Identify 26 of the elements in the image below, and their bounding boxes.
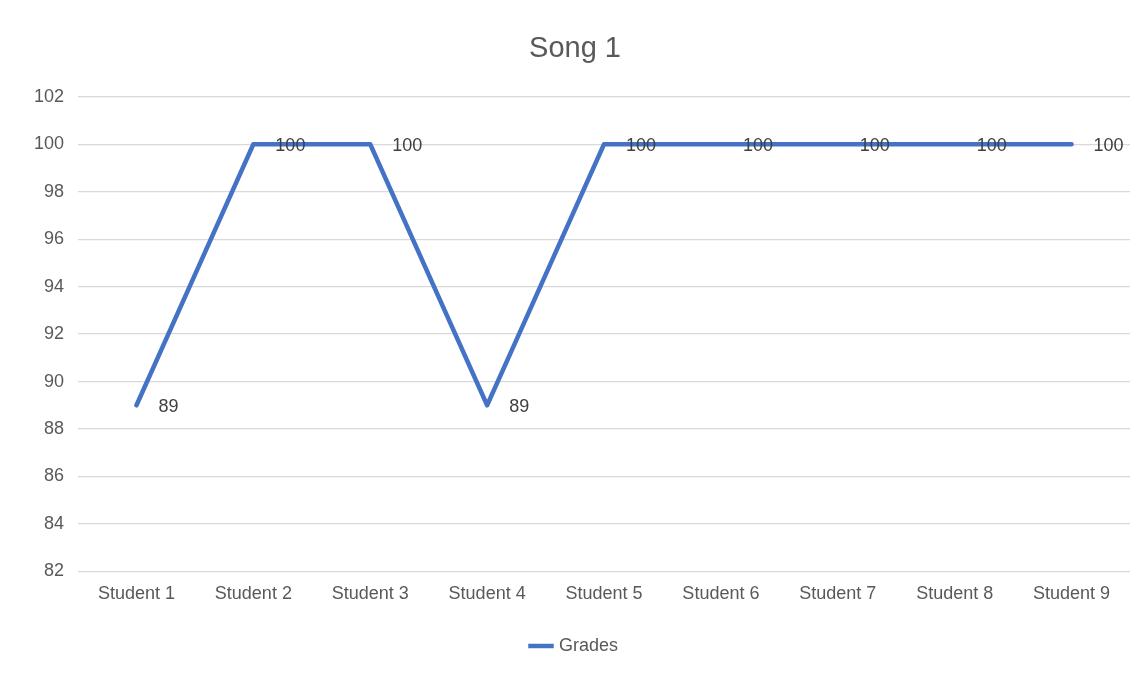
x-tick-label: Student 2 (214, 583, 292, 604)
x-tick-label: Student 3 (331, 583, 409, 604)
x-tick-label: Student 4 (448, 583, 526, 604)
y-tick-label: 90 (44, 370, 65, 391)
chart-title: Song 1 (529, 31, 621, 64)
x-tick-label: Student 9 (1033, 583, 1111, 604)
x-tick-label: Student 8 (916, 583, 994, 604)
y-tick-label: 82 (44, 560, 65, 581)
x-tick-label: Student 6 (682, 583, 760, 604)
x-tick-label: Student 1 (97, 583, 176, 604)
x-tick-label: Student 7 (799, 583, 877, 604)
y-tick-label: 94 (44, 275, 65, 296)
legend-label: Grades (558, 634, 619, 655)
y-tick-label: 88 (44, 417, 65, 438)
y-tick-label: 100 (33, 133, 65, 154)
data-label: 100 (392, 135, 423, 156)
data-label: 89 (509, 396, 530, 417)
y-tick-label: 86 (44, 465, 65, 486)
y-tick-label: 92 (44, 323, 65, 344)
x-tick-label: Student 5 (565, 583, 643, 604)
y-tick-label: 96 (44, 228, 65, 249)
y-tick-label: 84 (44, 512, 65, 533)
y-tick-label: 98 (44, 180, 65, 201)
data-label: 100 (1093, 135, 1124, 156)
data-label: 89 (158, 396, 179, 417)
y-tick-label: 102 (33, 85, 65, 106)
